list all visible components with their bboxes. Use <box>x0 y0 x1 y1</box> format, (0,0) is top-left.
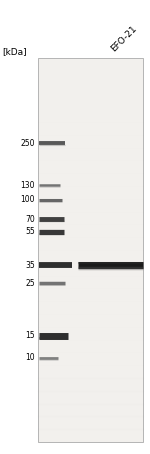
Text: 250: 250 <box>21 138 35 148</box>
Text: 70: 70 <box>25 214 35 223</box>
Text: 10: 10 <box>25 354 35 362</box>
Bar <box>38 58 143 442</box>
Text: 55: 55 <box>25 227 35 237</box>
Text: 35: 35 <box>25 261 35 270</box>
Text: 130: 130 <box>21 181 35 189</box>
Text: EFO-21: EFO-21 <box>109 24 139 53</box>
Text: 25: 25 <box>25 278 35 287</box>
Text: 15: 15 <box>25 331 35 340</box>
Text: 100: 100 <box>21 196 35 204</box>
Text: [kDa]: [kDa] <box>2 47 27 56</box>
